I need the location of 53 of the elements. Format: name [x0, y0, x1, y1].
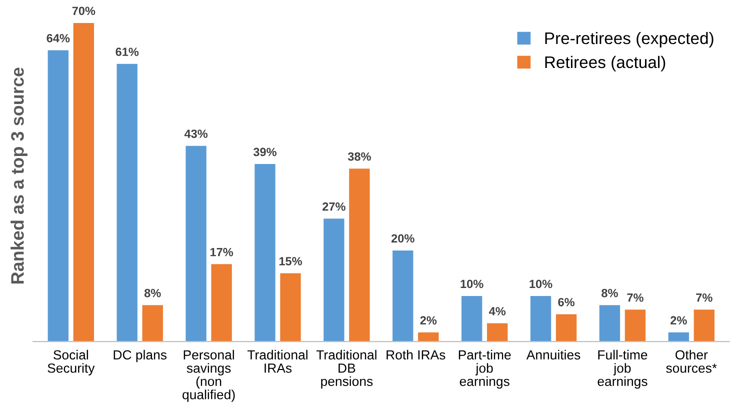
x-tick-label: Part-time job earnings: [458, 350, 511, 389]
bar: [668, 332, 689, 342]
data-label: 20%: [391, 234, 414, 243]
bar: [116, 64, 138, 342]
x-tick-label: Full-time job earnings: [598, 350, 648, 389]
bar: [486, 323, 508, 342]
legend-label: Pre-retirees (expected): [545, 32, 714, 48]
bar: [349, 168, 370, 342]
data-label: 6%: [558, 298, 574, 306]
data-label: 27%: [322, 202, 346, 211]
bar: [694, 310, 715, 342]
data-label: 10%: [530, 280, 552, 288]
x-tick-label: Personal savings (non qualified): [182, 350, 235, 402]
bar: [142, 305, 163, 342]
x-tick-label: Traditional IRAs: [247, 350, 308, 373]
bar: [48, 50, 68, 342]
x-tick-label: Annuities: [526, 350, 580, 360]
bar: [624, 310, 646, 342]
data-label: 2%: [670, 316, 687, 324]
data-label: 39%: [253, 148, 276, 156]
x-tick-label: Roth IRAs: [386, 350, 446, 360]
data-label: 64%: [46, 34, 70, 42]
x-tick-label: Social Security: [48, 350, 95, 376]
x-tick-label: Traditional DB pensions: [316, 350, 376, 389]
data-label: 70%: [72, 6, 96, 16]
data-label: 7%: [696, 293, 712, 302]
y-axis-title: Ranked as a top 3 source: [10, 68, 28, 284]
bar: [324, 218, 344, 342]
data-label: 17%: [210, 248, 234, 256]
data-label: 43%: [184, 130, 208, 138]
legend-label: Retirees (actual): [545, 56, 666, 72]
data-label: 15%: [279, 257, 302, 266]
bar: [254, 164, 276, 342]
bar: [392, 250, 414, 342]
bar: [186, 146, 206, 342]
data-label: 7%: [627, 293, 644, 302]
x-tick-label: Other sources*: [666, 350, 717, 373]
bar: [530, 296, 552, 342]
data-label: 8%: [602, 288, 618, 298]
data-label: 4%: [488, 307, 506, 316]
bar: [556, 314, 577, 342]
bar: [280, 273, 301, 342]
data-label: 2%: [420, 316, 437, 324]
data-label: 61%: [116, 48, 139, 56]
bar: [418, 332, 439, 342]
x-tick-label: DC plans: [114, 350, 167, 362]
bar: [599, 305, 620, 342]
data-label: 38%: [348, 152, 371, 161]
data-label: 8%: [144, 288, 161, 298]
data-label: 10%: [460, 280, 484, 288]
bar: [73, 22, 94, 342]
bar: [461, 296, 482, 342]
bar: [211, 264, 232, 342]
